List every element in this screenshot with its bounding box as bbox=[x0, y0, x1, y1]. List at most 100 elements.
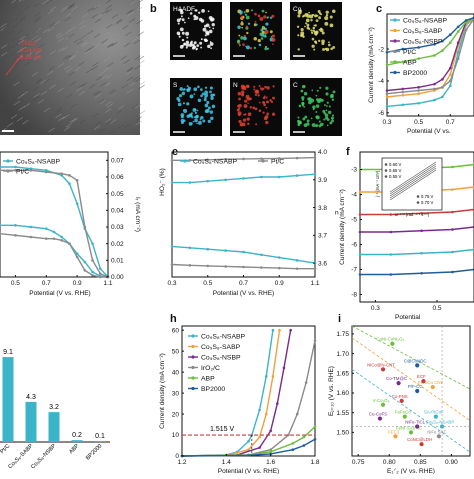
i-ytick-label-1: 1.55 bbox=[336, 410, 349, 417]
i-ylabel: Eⱼ₌₁₀ (V vs. RHE) bbox=[328, 366, 335, 416]
f-xtick-label-0: 0.3 bbox=[371, 305, 380, 312]
g-bar-category-0: Pt/C bbox=[0, 443, 11, 455]
i-xtick-label-0: 0.75 bbox=[352, 459, 365, 466]
f-ytick-label-4: -7 bbox=[351, 267, 357, 274]
point-h-2-6 bbox=[289, 329, 292, 332]
point-e-3-4 bbox=[242, 266, 245, 269]
g-bar-category-2: Co₉S₈-NSBP bbox=[30, 443, 57, 470]
point-e-0-1 bbox=[189, 181, 192, 184]
point-e-2-0 bbox=[171, 245, 174, 248]
point-f-1-3 bbox=[451, 188, 454, 191]
point-h-3-5 bbox=[305, 381, 308, 384]
point-h-2-5 bbox=[283, 367, 286, 370]
point-c-3-5 bbox=[449, 80, 452, 83]
g-bar-4 bbox=[95, 441, 106, 442]
point-c-4-2 bbox=[417, 57, 420, 60]
i-point-label-3: NiFe SAC bbox=[427, 429, 447, 434]
h-legend-label-0: Co₉S₈-NSABP bbox=[201, 333, 246, 340]
point-h-5-4 bbox=[303, 444, 306, 447]
tem-label-d1: 0.24 nm bbox=[20, 48, 42, 54]
f-ylabel: Current density (mA cm⁻²) bbox=[339, 189, 346, 265]
point-c-1-0 bbox=[386, 96, 389, 99]
i-point-5 bbox=[378, 416, 382, 420]
point-e-2-7 bbox=[296, 259, 299, 262]
d-ytick-label-6: 0.06 bbox=[111, 174, 124, 181]
h-legend-marker-2 bbox=[191, 355, 194, 358]
map-label-n: N bbox=[233, 82, 238, 89]
h-ytick-label-6: 60 bbox=[172, 327, 180, 334]
e-ytick-label-0: 3.6 bbox=[318, 260, 327, 267]
h-ylabel: Current density (mA cm⁻²) bbox=[159, 353, 166, 429]
i-ytick-label-3: 1.65 bbox=[336, 370, 349, 377]
i-point-1 bbox=[393, 434, 397, 438]
point-c-1-5 bbox=[449, 73, 452, 76]
point-h-1-6 bbox=[278, 329, 281, 332]
point-h-4-5 bbox=[314, 425, 317, 428]
g-bar-category-4: BP2000 bbox=[85, 443, 103, 461]
point-f-4-0 bbox=[359, 253, 362, 256]
d-xlabel: Potential (V vs. RHE) bbox=[29, 290, 90, 297]
i-point-12 bbox=[396, 381, 400, 385]
point-e-1-0 bbox=[171, 159, 174, 162]
point-d-0-0 bbox=[0, 224, 1, 227]
point-c-5-5 bbox=[449, 33, 452, 36]
c-ytick-label-0: -2 bbox=[378, 46, 384, 53]
point-d-3-5 bbox=[68, 174, 71, 177]
point-h-0-5 bbox=[258, 409, 261, 412]
c-legend-marker-3 bbox=[393, 50, 396, 53]
tem-image: (311) 0.24 nm 0.28 nm bbox=[0, 0, 146, 135]
f-inset-marker-3 bbox=[417, 195, 420, 198]
h-legend-marker-1 bbox=[191, 345, 194, 348]
i-point-label-7: SA-PtCoF bbox=[424, 410, 444, 415]
point-d-1-4 bbox=[53, 237, 56, 240]
point-d-1-2 bbox=[30, 236, 33, 239]
e-xtick-label-1: 0.5 bbox=[203, 280, 212, 287]
point-e-2-5 bbox=[260, 253, 263, 256]
point-c-4-4 bbox=[441, 49, 444, 52]
point-h-3-6 bbox=[314, 339, 317, 342]
h-xtick-label-2: 1.6 bbox=[266, 459, 275, 466]
tem-label-311: (311) bbox=[22, 41, 36, 47]
series-line-e-2 bbox=[172, 246, 315, 263]
d-legend-marker-0 bbox=[6, 159, 9, 162]
point-e-0-0 bbox=[171, 181, 174, 184]
d-xtick-label-0: 0.5 bbox=[11, 280, 20, 287]
f-inset-legend-4: 0.70 V bbox=[421, 200, 434, 205]
i-point-10 bbox=[415, 389, 419, 393]
i-point-label-4: NiFe-TiCL bbox=[405, 419, 425, 424]
e-xlabel: Potential (V vs. RHE) bbox=[213, 290, 274, 297]
point-e-1-4 bbox=[242, 158, 245, 161]
point-d-1-0 bbox=[0, 232, 1, 235]
point-e-0-7 bbox=[296, 174, 299, 177]
e-xtick-label-2: 0.7 bbox=[239, 280, 248, 287]
point-h-1-4 bbox=[265, 413, 268, 416]
series-line-f-3 bbox=[360, 227, 474, 232]
point-d-0-1 bbox=[14, 224, 17, 227]
point-d-3-9 bbox=[99, 272, 102, 275]
f-inset-marker-0 bbox=[385, 163, 388, 166]
panel-h-letter: h bbox=[170, 313, 177, 325]
point-f-3-1 bbox=[390, 231, 393, 234]
point-d-3-8 bbox=[91, 259, 94, 262]
d-legend-label-0: Co₉S₈-NSABP bbox=[16, 158, 61, 165]
point-e-3-7 bbox=[296, 267, 299, 270]
h-legend-label-2: Co₉S₈-NSBP bbox=[201, 354, 241, 361]
point-c-2-6 bbox=[457, 41, 460, 44]
point-d-0-4 bbox=[53, 231, 56, 234]
point-h-3-4 bbox=[296, 413, 299, 416]
point-e-3-6 bbox=[278, 267, 281, 270]
c-xtick-label-1: 0.5 bbox=[414, 119, 423, 126]
i-point-label-16: CoNi-CoNi₂O₄ bbox=[376, 337, 404, 342]
point-e-0-4 bbox=[242, 177, 245, 180]
f-xlabel: Potential bbox=[395, 314, 421, 321]
e-xtick-label-3: 0.9 bbox=[275, 280, 284, 287]
h-legend-label-5: BP2000 bbox=[201, 386, 225, 393]
point-d-2-9 bbox=[99, 267, 102, 270]
c-ylabel: Current density (mA cm⁻²) bbox=[368, 27, 375, 103]
i-point-label-14: NiCo@N-CNT bbox=[367, 362, 395, 367]
point-c-2-0 bbox=[386, 89, 389, 92]
point-c-0-0 bbox=[386, 105, 389, 108]
g-bar-value-4: 0.1 bbox=[95, 433, 105, 440]
